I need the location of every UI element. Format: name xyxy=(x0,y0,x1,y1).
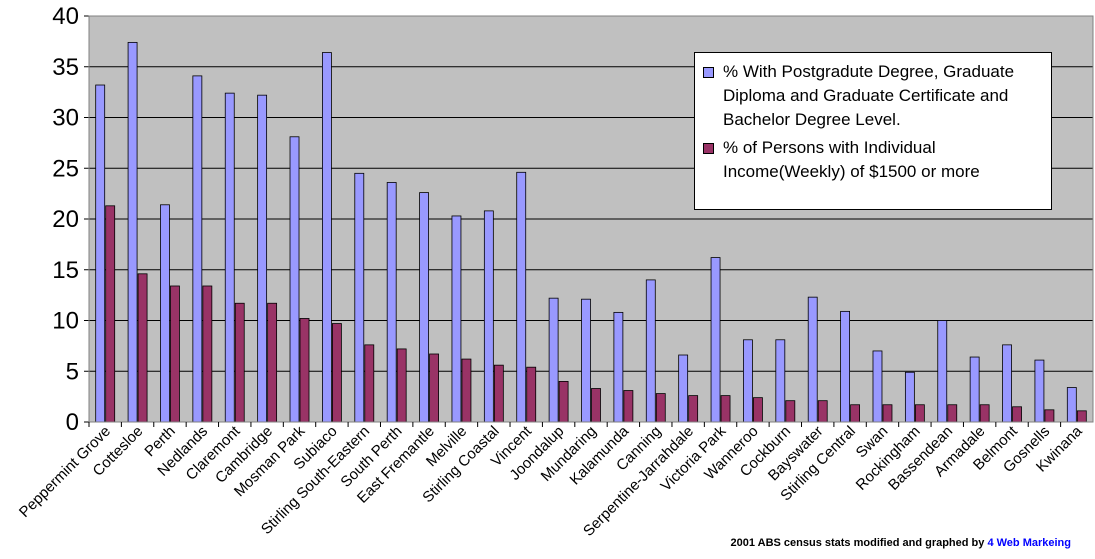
y-tick-label: 35 xyxy=(52,54,79,81)
x-tick-labels: Peppermint GroveCottesloePerthNedlandsCl… xyxy=(16,422,1086,540)
bar-postgrad xyxy=(224,92,235,423)
bar-income xyxy=(591,388,601,423)
y-tick-label: 25 xyxy=(52,155,79,182)
axes xyxy=(84,15,1094,427)
bar-income xyxy=(461,358,472,423)
bar-income xyxy=(623,390,634,423)
bar-income xyxy=(170,285,180,423)
bar-income xyxy=(947,404,958,423)
bar-income xyxy=(785,400,796,423)
bar-income xyxy=(1044,409,1055,423)
bar-postgrad xyxy=(937,320,948,423)
bar-postgrad xyxy=(386,182,397,423)
bar-postgrad xyxy=(743,339,753,423)
bar-postgrad xyxy=(451,215,462,423)
y-tick-label: 0 xyxy=(66,409,79,436)
legend-swatch-income xyxy=(703,143,714,154)
bar-postgrad xyxy=(710,257,721,423)
y-tick-label: 30 xyxy=(52,105,79,132)
bar-income xyxy=(882,404,893,423)
bar-income xyxy=(914,404,925,423)
bar-postgrad xyxy=(807,296,818,423)
bar-income xyxy=(202,285,213,423)
bar-income xyxy=(267,302,278,423)
source-credit: 2001 ABS census stats modified and graph… xyxy=(731,537,1072,549)
bar-income xyxy=(234,302,245,423)
bar-income xyxy=(332,323,342,423)
bar-postgrad xyxy=(483,210,494,423)
bar-income xyxy=(655,393,666,423)
bar-postgrad xyxy=(289,136,300,423)
bar-postgrad xyxy=(678,354,689,423)
bar-postgrad xyxy=(322,52,332,423)
plot-border xyxy=(88,15,1094,423)
y-tick-label: 40 xyxy=(52,3,79,30)
bar-postgrad xyxy=(645,279,656,423)
bar-income xyxy=(137,273,148,423)
bar-postgrad xyxy=(1066,387,1077,423)
credit-link[interactable]: 4 Web Markeing xyxy=(987,537,1071,549)
bar-income xyxy=(850,404,860,423)
bar-postgrad xyxy=(840,310,850,423)
bar-income xyxy=(979,404,990,423)
bar-income xyxy=(817,400,828,423)
legend-label-postgrad: % With Postgradute Degree, Graduate Dipl… xyxy=(723,62,1015,129)
bar-income xyxy=(364,344,375,423)
bar-income xyxy=(753,397,763,423)
bar-income xyxy=(1012,406,1022,423)
bar-postgrad xyxy=(257,94,268,423)
bar-postgrad xyxy=(548,297,559,423)
legend-label-income: % of Persons with Individual Income(Week… xyxy=(723,138,980,181)
y-tick-label: 10 xyxy=(52,308,79,335)
bar-postgrad xyxy=(1002,344,1012,423)
y-tick-label: 15 xyxy=(52,257,79,284)
bar-income xyxy=(105,205,116,423)
bar-income xyxy=(493,364,504,423)
credit-text: 2001 ABS census stats modified and graph… xyxy=(730,537,988,549)
bar-postgrad xyxy=(775,339,786,423)
bar-income xyxy=(1076,410,1087,423)
bar-income xyxy=(688,395,699,423)
y-tick-label: 5 xyxy=(66,358,79,385)
bar-postgrad xyxy=(95,84,106,423)
bar-postgrad xyxy=(969,356,980,423)
y-tick-label: 20 xyxy=(52,206,79,233)
bar-income xyxy=(558,380,569,423)
bar-income xyxy=(526,366,537,423)
bar-postgrad xyxy=(613,311,624,423)
bar-income xyxy=(429,353,439,423)
bar-income xyxy=(396,348,407,423)
bar-postgrad xyxy=(127,41,138,423)
bar-postgrad xyxy=(192,75,203,423)
y-tick-labels: 0 5 10 15 20 25 30 35 40 xyxy=(52,3,79,436)
bar-postgrad xyxy=(419,192,429,423)
legend: % With Postgradute Degree, Graduate Dipl… xyxy=(694,52,1052,210)
legend-swatch-postgrad xyxy=(703,67,714,78)
bar-income xyxy=(299,318,310,423)
bar-postgrad xyxy=(904,371,915,423)
bar-postgrad xyxy=(354,172,365,423)
bar-postgrad xyxy=(1034,359,1045,423)
bar-postgrad xyxy=(516,171,527,423)
bar-postgrad xyxy=(581,298,591,423)
legend-item-income: % of Persons with Individual Income(Week… xyxy=(703,136,1053,184)
bar-income xyxy=(720,395,731,423)
bar-postgrad xyxy=(872,350,883,423)
bar-postgrad xyxy=(160,204,170,423)
legend-item-postgrad: % With Postgradute Degree, Graduate Dipl… xyxy=(703,60,1053,132)
